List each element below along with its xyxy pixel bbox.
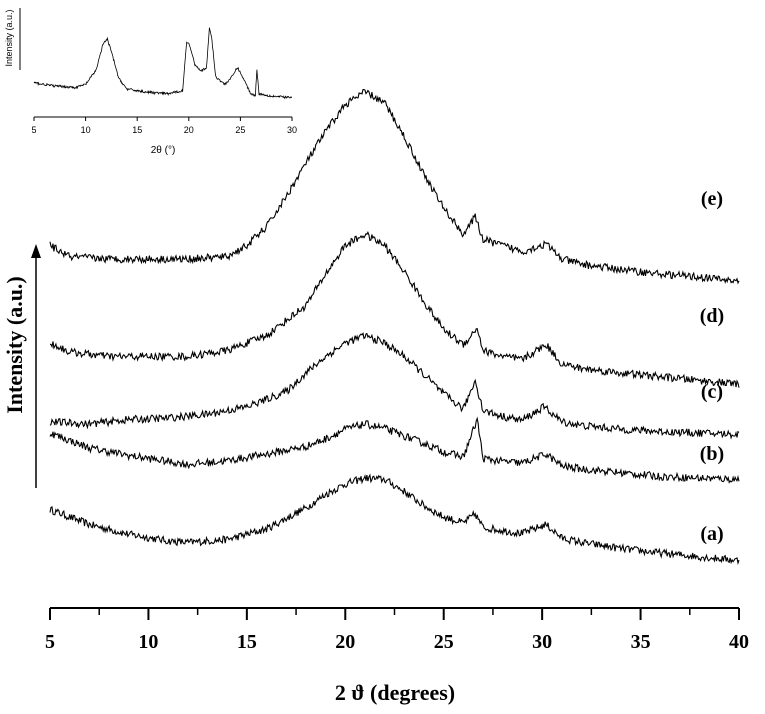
x-tick-label: 40: [729, 631, 749, 653]
inset-x-axis-label: 2θ (°): [151, 145, 176, 156]
series-label-a: (a): [700, 523, 723, 545]
inset-x-tick-label: 20: [184, 125, 194, 135]
x-tick-label: 10: [138, 631, 158, 653]
series-line-a: [49, 473, 740, 566]
x-tick-label: 15: [237, 631, 257, 653]
x-tick-label: 20: [335, 631, 355, 653]
series-label-b: (b): [700, 443, 724, 465]
inset-x-axis: 5 10 15 20 25 30: [31, 116, 297, 135]
x-axis-label: 2 ϑ (degrees): [335, 680, 455, 705]
main-chart: (a) (b) (c) (d) (e) 5 10 15 20 25 30 35 40 2 ϑ (deg…: [2, 88, 749, 705]
series-label-c: (c): [701, 381, 723, 403]
series-line-d: [49, 230, 740, 388]
x-tick-label: 30: [532, 631, 552, 653]
y-axis-arrow-head: [31, 244, 41, 258]
inset-x-axis-ticks: 5 10 15 20 25 30: [31, 117, 297, 135]
x-tick-label: 35: [631, 631, 651, 653]
inset-x-tick-label: 15: [132, 125, 142, 135]
x-axis: 5 10 15 20 25 30 35 40: [45, 607, 749, 653]
inset-chart: 5 10 15 20 25 30 2θ (°) Intensity (a.u.): [4, 8, 297, 156]
series-line-b: [49, 416, 740, 484]
y-axis-arrow: [31, 244, 41, 488]
series-label-e: (e): [701, 188, 723, 210]
series-label-d: (d): [700, 305, 724, 327]
inset-series-line: [33, 27, 293, 100]
x-tick-label: 25: [434, 631, 454, 653]
series-labels: (a) (b) (c) (d) (e): [700, 188, 724, 545]
series-lines: [49, 88, 740, 566]
inset-x-tick-label: 10: [81, 125, 91, 135]
inset-y-axis-label: Intensity (a.u.): [4, 9, 14, 66]
series-line-c: [49, 332, 740, 440]
x-tick-label: 5: [45, 631, 55, 653]
inset-x-tick-label: 5: [31, 125, 36, 135]
inset-x-tick-label: 30: [287, 125, 297, 135]
series-line-e: [49, 88, 740, 285]
x-axis-ticks: 5 10 15 20 25 30 35 40: [45, 608, 749, 653]
inset-x-tick-label: 25: [235, 125, 245, 135]
inset-series-line: [33, 27, 293, 100]
y-axis-label: Intensity (a.u.): [2, 276, 27, 414]
